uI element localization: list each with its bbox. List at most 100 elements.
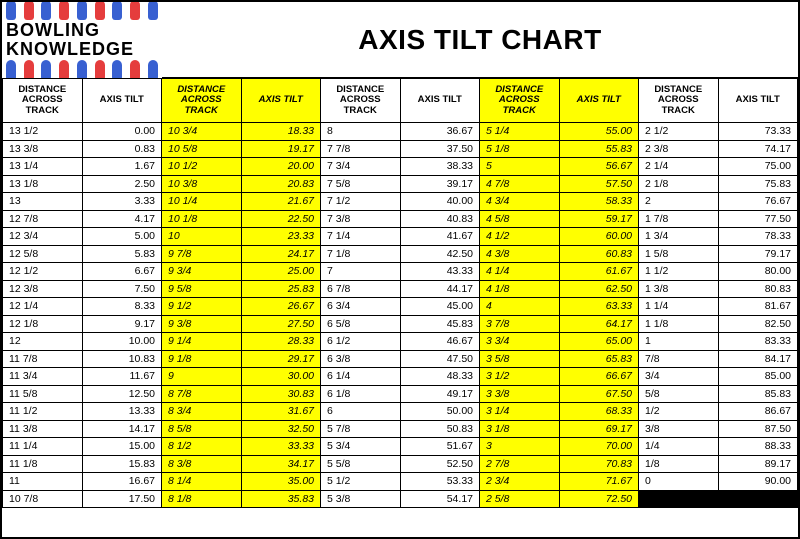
cell-tilt: 36.67: [400, 123, 480, 141]
cell-distance: 3 1/8: [480, 420, 560, 438]
cell-distance: 3: [480, 438, 560, 456]
cell-distance: 5 3/8: [321, 490, 401, 508]
col-header-distance: DISTANCEACROSSTRACK: [480, 79, 560, 123]
cell-tilt: 10.00: [82, 333, 162, 351]
logo-pin: [148, 2, 158, 20]
cell-tilt: 58.33: [559, 193, 639, 211]
cell-distance: 5 3/4: [321, 438, 401, 456]
table-row: 12 3/45.001023.337 1/441.674 1/260.001 3…: [3, 228, 798, 246]
cell-distance: [639, 490, 719, 508]
cell-distance: 11 1/2: [3, 403, 83, 421]
cell-distance: 11 5/8: [3, 385, 83, 403]
cell-tilt: 20.83: [241, 175, 321, 193]
cell-distance: 11 3/8: [3, 420, 83, 438]
cell-distance: 12 3/4: [3, 228, 83, 246]
table-header-row: DISTANCEACROSSTRACKAXIS TILTDISTANCEACRO…: [3, 79, 798, 123]
cell-tilt: 6.67: [82, 263, 162, 281]
cell-distance: 9 1/4: [162, 333, 242, 351]
cell-tilt: 41.67: [400, 228, 480, 246]
cell-tilt: 34.17: [241, 455, 321, 473]
cell-tilt: 62.50: [559, 280, 639, 298]
cell-distance: 2 1/4: [639, 158, 719, 176]
cell-distance: 13 1/2: [3, 123, 83, 141]
cell-distance: 4 7/8: [480, 175, 560, 193]
cell-tilt: 66.67: [559, 368, 639, 386]
cell-distance: 10 7/8: [3, 490, 83, 508]
cell-tilt: 50.83: [400, 420, 480, 438]
cell-tilt: 7.50: [82, 280, 162, 298]
cell-tilt: 0.83: [82, 140, 162, 158]
cell-distance: 2 1/2: [639, 123, 719, 141]
cell-distance: 4 5/8: [480, 210, 560, 228]
cell-distance: 8 1/2: [162, 438, 242, 456]
cell-distance: 0: [639, 473, 719, 491]
col-header-distance: DISTANCEACROSSTRACK: [3, 79, 83, 123]
table-row: 13 1/20.0010 3/418.33836.675 1/455.002 1…: [3, 123, 798, 141]
cell-distance: 8 3/4: [162, 403, 242, 421]
table-row: 12 7/84.1710 1/822.507 3/840.834 5/859.1…: [3, 210, 798, 228]
cell-tilt: 54.17: [400, 490, 480, 508]
table-row: 1116.678 1/435.005 1/253.332 3/471.67090…: [3, 473, 798, 491]
cell-tilt: 23.33: [241, 228, 321, 246]
logo-pin: [24, 60, 34, 78]
cell-distance: 9 7/8: [162, 245, 242, 263]
cell-tilt: 45.00: [400, 298, 480, 316]
cell-distance: 11 3/4: [3, 368, 83, 386]
cell-tilt: 89.17: [718, 455, 798, 473]
logo-text-line1: BOWLING: [6, 21, 162, 40]
logo-pin: [41, 60, 51, 78]
cell-distance: 1 1/8: [639, 315, 719, 333]
cell-tilt: 30.00: [241, 368, 321, 386]
cell-tilt: 24.17: [241, 245, 321, 263]
cell-tilt: 27.50: [241, 315, 321, 333]
cell-tilt: 38.33: [400, 158, 480, 176]
cell-tilt: 49.17: [400, 385, 480, 403]
cell-tilt: 81.67: [718, 298, 798, 316]
cell-distance: 3/4: [639, 368, 719, 386]
logo-pin: [41, 2, 51, 20]
cell-distance: 10 1/8: [162, 210, 242, 228]
cell-distance: 2: [639, 193, 719, 211]
cell-distance: 7 3/8: [321, 210, 401, 228]
cell-tilt: 17.50: [82, 490, 162, 508]
cell-tilt: 80.83: [718, 280, 798, 298]
cell-tilt: 29.17: [241, 350, 321, 368]
table-row: 11 1/815.838 3/834.175 5/852.502 7/870.8…: [3, 455, 798, 473]
cell-tilt: 86.67: [718, 403, 798, 421]
cell-distance: 8 5/8: [162, 420, 242, 438]
cell-tilt: 20.00: [241, 158, 321, 176]
table-row: 11 1/213.338 3/431.67650.003 1/468.331/2…: [3, 403, 798, 421]
cell-tilt: 43.33: [400, 263, 480, 281]
cell-tilt: 67.50: [559, 385, 639, 403]
cell-distance: 2 5/8: [480, 490, 560, 508]
cell-tilt: 5.00: [82, 228, 162, 246]
cell-tilt: 70.00: [559, 438, 639, 456]
logo: BOWLING KNOWLEDGE: [2, 2, 162, 78]
cell-tilt: 65.00: [559, 333, 639, 351]
cell-distance: 6 1/2: [321, 333, 401, 351]
table-row: 11 5/812.508 7/830.836 1/849.173 3/867.5…: [3, 385, 798, 403]
cell-distance: 13 1/8: [3, 175, 83, 193]
cell-distance: 11 1/8: [3, 455, 83, 473]
cell-distance: 5 1/4: [480, 123, 560, 141]
cell-distance: 13 3/8: [3, 140, 83, 158]
cell-distance: 7 3/4: [321, 158, 401, 176]
cell-tilt: 51.67: [400, 438, 480, 456]
table-row: 1210.009 1/428.336 1/246.673 3/465.00183…: [3, 333, 798, 351]
cell-tilt: 2.50: [82, 175, 162, 193]
cell-distance: 11: [3, 473, 83, 491]
cell-tilt: 77.50: [718, 210, 798, 228]
cell-tilt: 56.67: [559, 158, 639, 176]
cell-distance: 10 5/8: [162, 140, 242, 158]
cell-tilt: 18.33: [241, 123, 321, 141]
cell-tilt: 55.83: [559, 140, 639, 158]
logo-pin: [77, 2, 87, 20]
cell-distance: 5 7/8: [321, 420, 401, 438]
cell-distance: 9 5/8: [162, 280, 242, 298]
cell-tilt: 46.67: [400, 333, 480, 351]
cell-tilt: 1.67: [82, 158, 162, 176]
logo-pin: [59, 60, 69, 78]
cell-distance: 9 1/8: [162, 350, 242, 368]
table-row: 12 1/89.179 3/827.506 5/845.833 7/864.17…: [3, 315, 798, 333]
cell-distance: 7 1/8: [321, 245, 401, 263]
